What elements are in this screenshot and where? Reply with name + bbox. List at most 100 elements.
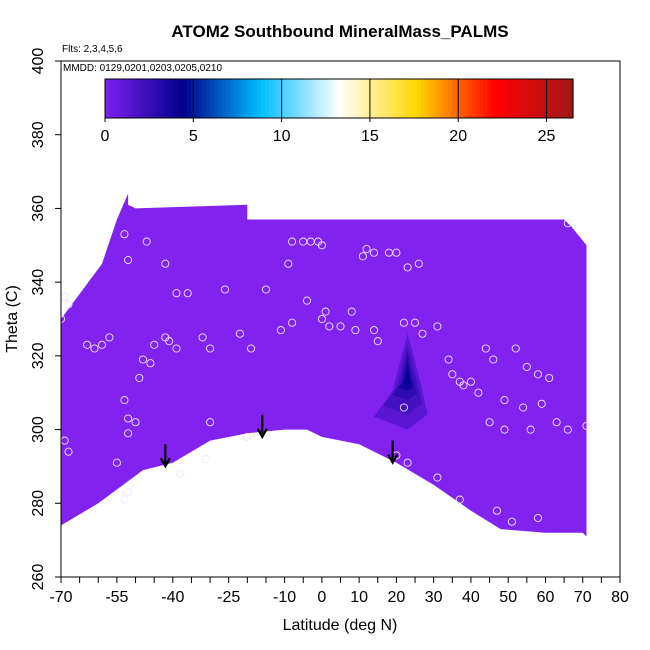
x-tick-label: -70 bbox=[49, 589, 72, 606]
x-tick-label: -40 bbox=[161, 589, 184, 606]
colorbar-tick-label: 25 bbox=[538, 128, 556, 145]
observation-point bbox=[481, 344, 490, 353]
observation-point bbox=[120, 495, 129, 504]
observation-point bbox=[142, 237, 151, 246]
y-tick-label: 280 bbox=[30, 490, 47, 517]
colorbar-tick-label: 20 bbox=[449, 128, 467, 145]
observation-point bbox=[563, 425, 572, 434]
observation-point bbox=[183, 289, 192, 298]
dates-note: MMDD: 0129,0201,0203,0205,0210 bbox=[63, 63, 222, 74]
observation-point bbox=[373, 337, 382, 346]
observation-point bbox=[448, 370, 457, 379]
x-tick-label: 30 bbox=[425, 589, 443, 606]
observation-point bbox=[552, 418, 561, 427]
colorbar-tick-label: 15 bbox=[361, 128, 379, 145]
observation-point bbox=[545, 373, 554, 383]
observation-point bbox=[206, 344, 215, 353]
observation-point bbox=[105, 333, 114, 342]
flights-note: Flts: 2,3,4,5,6 bbox=[62, 44, 123, 55]
observation-point bbox=[243, 432, 252, 441]
observation-point bbox=[261, 285, 271, 294]
observation-point bbox=[124, 429, 133, 438]
x-axis: -70 -55 -40 -25 -10 0 10 20 30 40 50 60 70 80 bbox=[49, 577, 629, 606]
enhancement-region bbox=[374, 333, 428, 430]
y-axis-title: Theta (C) bbox=[4, 285, 21, 353]
colorbar: 0 5 10 15 20 25 bbox=[101, 78, 574, 145]
observation-point bbox=[112, 458, 121, 467]
observation-point bbox=[433, 473, 442, 482]
down-arrow-icon bbox=[159, 444, 171, 469]
observation-point bbox=[302, 296, 312, 305]
observation-point bbox=[489, 355, 498, 364]
observation-point bbox=[120, 396, 129, 405]
observation-point bbox=[172, 344, 181, 353]
observation-point bbox=[582, 421, 591, 430]
chart-title: ATOM2 Southbound MineralMass_PALMS bbox=[171, 22, 508, 41]
observation-point bbox=[64, 300, 73, 309]
observation-point bbox=[97, 340, 107, 349]
observation-point bbox=[284, 259, 293, 268]
observation-point bbox=[165, 337, 174, 346]
observation-point bbox=[369, 326, 379, 335]
observation-point bbox=[276, 326, 285, 335]
x-tick-label: 40 bbox=[462, 589, 480, 606]
observation-point bbox=[124, 488, 133, 497]
observation-point bbox=[500, 425, 509, 434]
observation-point bbox=[526, 425, 535, 434]
observation-point bbox=[474, 388, 483, 397]
x-tick-label: 20 bbox=[388, 589, 406, 606]
observation-point bbox=[492, 506, 502, 515]
observation-point bbox=[410, 318, 420, 327]
x-tick-label: -55 bbox=[105, 589, 128, 606]
observation-point bbox=[347, 307, 356, 316]
observation-point bbox=[455, 495, 464, 504]
heatmap-field bbox=[61, 193, 587, 537]
down-arrow-icon bbox=[256, 414, 268, 440]
colorbar-tick-label: 5 bbox=[189, 128, 198, 145]
observation-point bbox=[61, 292, 69, 301]
observation-point bbox=[206, 418, 215, 427]
observation-point bbox=[172, 289, 181, 298]
observation-point bbox=[403, 458, 412, 467]
observation-point bbox=[418, 329, 427, 338]
annotation-arrows bbox=[159, 414, 399, 469]
observation-point bbox=[198, 333, 207, 342]
y-tick-label: 360 bbox=[30, 195, 47, 222]
y-tick-label: 320 bbox=[30, 342, 47, 369]
observation-point bbox=[288, 237, 297, 246]
observation-point bbox=[336, 322, 345, 331]
observation-point bbox=[325, 322, 334, 331]
observation-point bbox=[399, 318, 408, 327]
x-tick-label: -25 bbox=[217, 589, 240, 606]
observation-point bbox=[500, 396, 509, 405]
observation-point bbox=[444, 355, 453, 364]
observation-point bbox=[150, 340, 159, 349]
observation-point bbox=[392, 248, 401, 257]
observation-point bbox=[466, 377, 475, 386]
observation-point bbox=[403, 263, 412, 272]
observation-point bbox=[507, 517, 516, 526]
observation-point bbox=[83, 340, 92, 349]
observation-point bbox=[358, 252, 367, 261]
observation-point bbox=[124, 255, 133, 265]
observation-point bbox=[533, 513, 543, 523]
observation-point bbox=[138, 355, 148, 364]
observation-point bbox=[90, 344, 99, 353]
observation-point bbox=[414, 259, 423, 268]
down-arrow-icon bbox=[387, 440, 399, 465]
observation-point bbox=[563, 219, 572, 228]
observation-point bbox=[146, 359, 155, 368]
observation-point bbox=[247, 344, 256, 353]
observation-point bbox=[176, 469, 185, 478]
observation-point bbox=[202, 455, 211, 464]
y-tick-label: 340 bbox=[30, 269, 47, 296]
observation-point bbox=[120, 230, 129, 239]
observation-point bbox=[369, 248, 379, 257]
observation-point bbox=[235, 329, 244, 338]
x-tick-label: 60 bbox=[537, 589, 555, 606]
x-tick-label: 70 bbox=[574, 589, 592, 606]
observation-point bbox=[317, 314, 326, 324]
observation-point bbox=[511, 344, 520, 353]
observation-point bbox=[399, 403, 408, 412]
y-axis: 260 280 300 320 340 360 380 400 bbox=[30, 48, 61, 590]
